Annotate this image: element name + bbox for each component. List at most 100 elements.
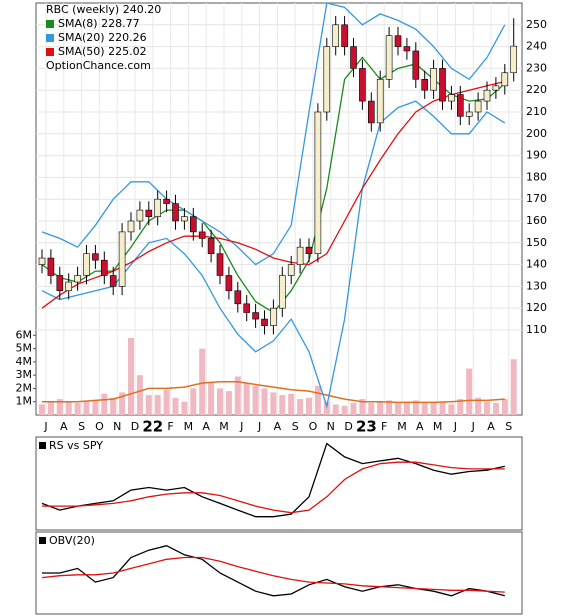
- volume-bar: [297, 399, 304, 415]
- volume-bar: [332, 404, 339, 415]
- volume-bar: [475, 397, 482, 415]
- volume-bar: [341, 405, 348, 415]
- y-tick-label: 1M: [16, 395, 33, 408]
- volume-bar: [270, 392, 277, 415]
- obv-panel: [35, 531, 523, 615]
- y-tick-label: 4M: [16, 355, 33, 368]
- volume-bar: [412, 400, 419, 415]
- x-tick-label: O: [309, 420, 318, 433]
- candle-body: [118, 231, 126, 287]
- y-tick-label: 120: [526, 301, 547, 314]
- volume-bar: [172, 397, 179, 415]
- x-tick-label: M: [433, 420, 443, 433]
- candle-body: [181, 216, 188, 222]
- candle-body: [341, 24, 348, 47]
- volume-bar: [252, 385, 259, 415]
- candle-body: [38, 257, 46, 265]
- candle-body: [305, 246, 313, 254]
- candle-body: [261, 318, 268, 326]
- volume-bar: [377, 401, 384, 415]
- x-tick-label: S: [292, 420, 299, 433]
- watermark: OptionChance.com: [46, 59, 151, 72]
- candle-body: [243, 303, 250, 313]
- candle-body: [83, 253, 90, 276]
- volume-bar: [83, 401, 90, 415]
- volume-bar: [484, 401, 490, 415]
- volume-bar: [217, 388, 223, 415]
- volume-bar: [403, 401, 410, 415]
- legend-label: SMA(20) 220.26: [58, 31, 147, 44]
- volume-bar: [386, 400, 393, 415]
- y-tick-label: 240: [526, 40, 547, 53]
- legend-swatch: [46, 20, 54, 28]
- legend-swatch: [39, 537, 46, 544]
- panel-title: OBV(20): [49, 534, 95, 547]
- volume-bar: [119, 392, 126, 415]
- y-tick-label: 180: [526, 170, 547, 183]
- candle-body: [278, 275, 286, 309]
- volume-bar: [466, 368, 473, 415]
- y-tick-label: 250: [526, 18, 547, 31]
- x-tick-label: F: [381, 420, 387, 433]
- band-upper: [41, 2, 506, 266]
- volume-bar: [154, 395, 161, 415]
- candle-body: [501, 72, 509, 87]
- volume-bar: [225, 391, 232, 415]
- x-tick-label: A: [60, 420, 68, 433]
- candle-body: [216, 253, 224, 276]
- y-tick-label: 190: [526, 149, 547, 162]
- volume-bar: [501, 399, 508, 415]
- x-tick-label: M: [184, 420, 194, 433]
- indicator-line: [41, 556, 505, 593]
- candle-body: [163, 198, 170, 204]
- candle-body: [430, 68, 437, 91]
- candle-body: [225, 275, 233, 292]
- candle-body: [198, 231, 206, 239]
- volume-bar: [74, 403, 81, 415]
- volume-sma: [42, 381, 505, 404]
- candle-body: [252, 312, 259, 320]
- candle-body: [394, 35, 402, 47]
- volume-bar: [448, 404, 455, 415]
- volume-bar: [136, 375, 143, 415]
- candle-body: [109, 275, 117, 287]
- candle-body: [190, 216, 197, 233]
- volume-bar: [457, 399, 464, 415]
- x-tick-label: A: [202, 420, 210, 433]
- volume-bar: [47, 401, 54, 415]
- volume-bar: [92, 400, 99, 415]
- candle-body: [172, 203, 179, 222]
- candle-body: [101, 259, 108, 276]
- y-tick-label: 130: [526, 279, 547, 292]
- volume-bar: [430, 401, 437, 415]
- candle-body: [510, 45, 518, 74]
- candle-body: [287, 264, 295, 276]
- x-tick-label: A: [487, 420, 495, 433]
- volume-bar: [181, 401, 188, 415]
- candle-body: [483, 89, 491, 102]
- volume-bar: [288, 393, 295, 415]
- candle-body: [403, 46, 411, 52]
- candle-body: [314, 111, 322, 254]
- candle-body: [65, 281, 72, 292]
- candle-body: [296, 246, 304, 265]
- volume-bar: [261, 388, 268, 415]
- candle-body: [136, 209, 144, 222]
- y-tick-label: 5M: [16, 342, 33, 355]
- candle-body: [56, 275, 64, 292]
- x-tick-label: A: [274, 420, 282, 433]
- x-tick-label: J: [471, 420, 475, 433]
- volume-bar: [199, 348, 206, 415]
- candle-body: [439, 68, 446, 102]
- volume-bar: [163, 389, 170, 415]
- candle-body: [465, 111, 473, 117]
- y-tick-label: 2M: [16, 381, 33, 394]
- x-tick-label: 22: [142, 418, 163, 436]
- candle-body: [412, 50, 420, 80]
- candle-body: [332, 24, 340, 47]
- candle-body: [270, 307, 277, 326]
- x-tick-label: J: [43, 420, 47, 433]
- y-tick-label: 170: [526, 192, 547, 205]
- sma-line: [41, 56, 506, 314]
- volume-bar: [314, 385, 321, 415]
